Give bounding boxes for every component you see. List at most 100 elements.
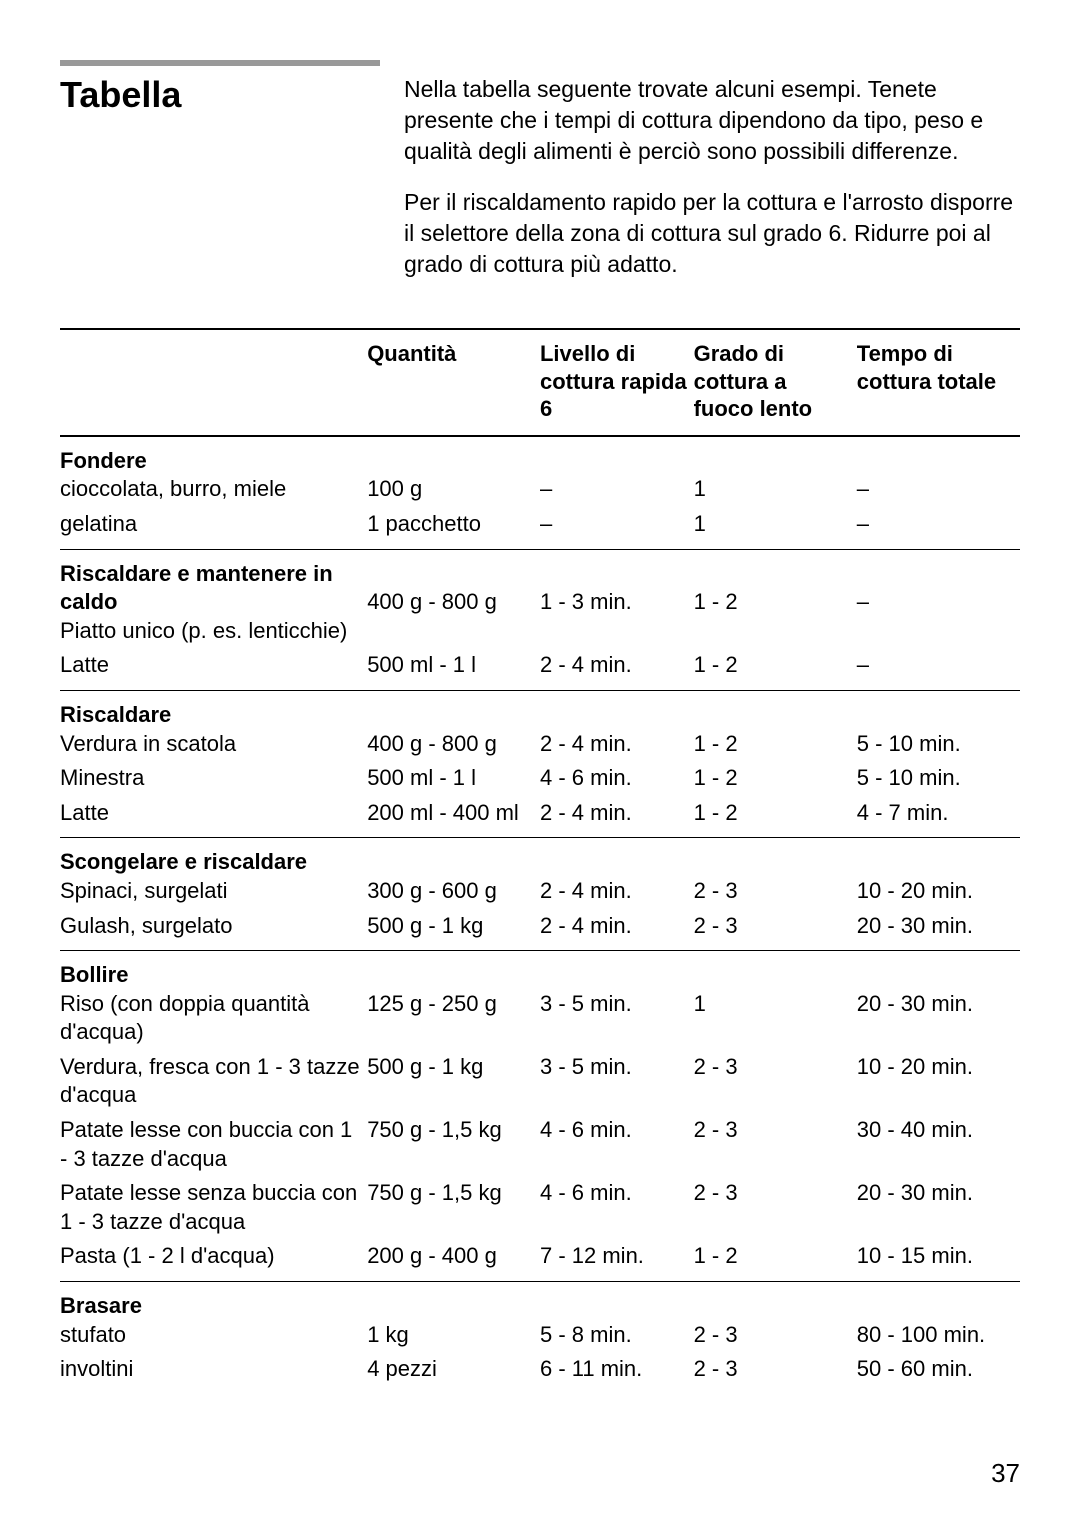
group-heading: Riscaldare e mantenere in caldo	[60, 560, 361, 617]
spacer	[540, 1292, 688, 1321]
cell-rapid: 4 - 6 min.	[540, 1113, 694, 1176]
cell-value: 2 - 3	[694, 1321, 851, 1350]
table-row: Verdura, fresca con 1 - 3 tazze d'acqua5…	[60, 1050, 1020, 1113]
cell-total: 30 - 40 min.	[857, 1113, 1020, 1176]
cell-qty: 4 pezzi	[367, 1352, 540, 1394]
spacer	[540, 560, 688, 589]
item-label: Latte	[60, 651, 361, 680]
cell-slow: 1 - 2	[694, 761, 857, 796]
spacer	[694, 848, 851, 877]
table-row: Latte500 ml - 1 l2 - 4 min.1 - 2–	[60, 648, 1020, 690]
cell-value: 4 - 6 min.	[540, 1116, 688, 1145]
spacer	[540, 961, 688, 990]
cell-value: 1 - 2	[694, 730, 851, 759]
cell-qty: 750 g - 1,5 kg	[367, 1176, 540, 1239]
cell-item: Minestra	[60, 761, 367, 796]
cell-value: 500 ml - 1 l	[367, 651, 534, 680]
cell-value: 500 g - 1 kg	[367, 1053, 534, 1082]
cell-value: 2 - 3	[694, 912, 851, 941]
spacer	[694, 560, 851, 589]
cell-item: Pasta (1 - 2 l d'acqua)	[60, 1239, 367, 1281]
cell-value: 2 - 4 min.	[540, 730, 688, 759]
cell-total: 5 - 10 min.	[857, 761, 1020, 796]
cell-slow: 2 - 3	[694, 909, 857, 951]
spacer	[857, 961, 1014, 990]
group-heading: Scongelare e riscaldare	[60, 848, 361, 877]
cell-rapid: 2 - 4 min.	[540, 690, 694, 761]
cell-value: 1 - 2	[694, 588, 851, 617]
cell-rapid: 6 - 11 min.	[540, 1352, 694, 1394]
cell-qty: 400 g - 800 g	[367, 690, 540, 761]
page-number: 37	[991, 1458, 1020, 1489]
table-row: Minestra500 ml - 1 l4 - 6 min.1 - 25 - 1…	[60, 761, 1020, 796]
cell-value: 200 ml - 400 ml	[367, 799, 534, 828]
spacer	[367, 1292, 534, 1321]
col-header-quantity: Quantità	[367, 329, 540, 436]
item-label: Verdura in scatola	[60, 730, 361, 759]
cell-total: –	[857, 507, 1020, 549]
cell-rapid: 1 - 3 min.	[540, 549, 694, 648]
spacer	[694, 447, 851, 476]
cell-value: 500 ml - 1 l	[367, 764, 534, 793]
cell-qty: 100 g	[367, 436, 540, 507]
cell-value: 2 - 3	[694, 1355, 851, 1384]
cell-slow: 2 - 3	[694, 1282, 857, 1353]
cell-slow: 1 - 2	[694, 690, 857, 761]
spacer	[367, 560, 534, 589]
cell-total: 50 - 60 min.	[857, 1352, 1020, 1394]
cell-item: Latte	[60, 796, 367, 838]
item-label: Patate lesse con buccia con 1 - 3 tazze …	[60, 1116, 361, 1173]
cell-value: 4 - 7 min.	[857, 799, 1014, 828]
cell-value: 10 - 15 min.	[857, 1242, 1014, 1271]
cell-value: 20 - 30 min.	[857, 990, 1014, 1019]
cell-qty: 500 g - 1 kg	[367, 909, 540, 951]
item-label: Piatto unico (p. es. lenticchie)	[60, 617, 361, 646]
cell-item: Verdura, fresca con 1 - 3 tazze d'acqua	[60, 1050, 367, 1113]
table-row: BollireRiso (con doppia quantità d'acqua…	[60, 951, 1020, 1050]
col-header-item	[60, 329, 367, 436]
spacer	[694, 1292, 851, 1321]
group-heading: Fondere	[60, 447, 361, 476]
cell-rapid: 7 - 12 min.	[540, 1239, 694, 1281]
cell-value: 4 - 6 min.	[540, 764, 688, 793]
table-row: Scongelare e riscaldareSpinaci, surgelat…	[60, 838, 1020, 909]
cell-value: 5 - 10 min.	[857, 730, 1014, 759]
cell-qty: 200 g - 400 g	[367, 1239, 540, 1281]
cell-value: 200 g - 400 g	[367, 1242, 534, 1271]
page-title: Tabella	[60, 74, 380, 116]
cell-value: 1 - 2	[694, 1242, 851, 1271]
cell-qty: 200 ml - 400 ml	[367, 796, 540, 838]
cell-total: 20 - 30 min.	[857, 1176, 1020, 1239]
cell-item: Gulash, surgelato	[60, 909, 367, 951]
spacer	[367, 447, 534, 476]
cell-item: RiscaldareVerdura in scatola	[60, 690, 367, 761]
cell-item: Patate lesse con buccia con 1 - 3 tazze …	[60, 1113, 367, 1176]
cell-value: 1 - 3 min.	[540, 588, 688, 617]
spacer	[540, 848, 688, 877]
cell-item: Brasarestufato	[60, 1282, 367, 1353]
table-row: gelatina1 pacchetto–1–	[60, 507, 1020, 549]
cell-value: –	[857, 588, 1014, 617]
cell-value: 20 - 30 min.	[857, 1179, 1014, 1208]
cell-qty: 750 g - 1,5 kg	[367, 1113, 540, 1176]
spacer	[367, 848, 534, 877]
cell-slow: 1 - 2	[694, 549, 857, 648]
cell-value: 20 - 30 min.	[857, 912, 1014, 941]
spacer	[857, 848, 1014, 877]
cell-item: Scongelare e riscaldareSpinaci, surgelat…	[60, 838, 367, 909]
cell-item: Riscaldare e mantenere in caldoPiatto un…	[60, 549, 367, 648]
cell-item: gelatina	[60, 507, 367, 549]
cell-value: –	[857, 475, 1014, 504]
item-label: Verdura, fresca con 1 - 3 tazze d'acqua	[60, 1053, 361, 1110]
cell-qty: 500 ml - 1 l	[367, 648, 540, 690]
cell-value: 5 - 8 min.	[540, 1321, 688, 1350]
cell-value: 100 g	[367, 475, 534, 504]
cell-rapid: 3 - 5 min.	[540, 1050, 694, 1113]
table-row: Patate lesse senza buccia con 1 - 3 tazz…	[60, 1176, 1020, 1239]
cell-rapid: –	[540, 507, 694, 549]
group-heading: Riscaldare	[60, 701, 361, 730]
table-row: Latte200 ml - 400 ml2 - 4 min.1 - 24 - 7…	[60, 796, 1020, 838]
cell-qty: 1 kg	[367, 1282, 540, 1353]
cell-value: 1 - 2	[694, 651, 851, 680]
cell-value: 6 - 11 min.	[540, 1355, 688, 1384]
